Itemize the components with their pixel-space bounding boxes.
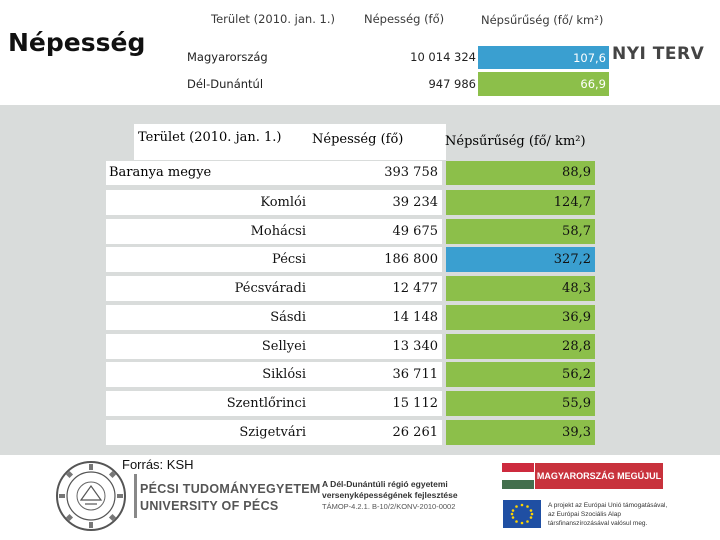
project-title-line1: A Dél-Dunántúli régió egyetemi [322,479,448,489]
banner-megujul: MAGYARORSZÁG MEGÚJUL [535,463,663,489]
district-population: 14 148 [308,305,442,330]
background-logo-text: NYI TERV [612,44,705,64]
district-population: 26 261 [308,420,442,445]
top-region-dd: Dél-Dunántúl [187,77,264,91]
hungarian-flag-icon [502,463,534,489]
district-name: Pécsváradi [106,276,308,301]
district-name: Komlói [106,190,308,215]
top-density-bg-hu [478,46,609,69]
main-header-population: Népesség (fő) [312,132,404,147]
district-density: 58,7 [446,219,595,244]
top-header-density: Népsűrűség (fő/ km²) [481,13,604,27]
district-density: 327,2 [446,247,595,272]
main-header-density: Népsűrűség (fő/ km²) [445,134,586,149]
eu-note-line3: társfinanszírozásával valósul meg. [548,520,648,527]
top-population-dd: 947 986 [428,77,476,91]
district-population: 186 800 [308,247,442,272]
county-density: 88,9 [446,161,595,185]
district-density: 124,7 [446,190,595,215]
district-name: Szentlőrinci [106,391,308,416]
top-density-hu: 107,6 [573,51,606,65]
eu-note-line2: az Európai Szociális Alap [548,511,621,518]
district-density: 36,9 [446,305,595,330]
top-density-bg-dd [478,72,609,96]
slide-title: Népesség [8,28,146,57]
district-density: 56,2 [446,362,595,387]
university-seal-icon [56,461,126,531]
district-name: Szigetvári [106,420,308,445]
university-name-hu: PÉCSI TUDOMÁNYEGYETEM [140,482,321,496]
source-note: Forrás: KSH [122,457,194,472]
district-population: 39 234 [308,190,442,215]
county-name: Baranya megye [109,165,212,180]
county-population: 393 758 [307,161,442,185]
district-density: 39,3 [446,420,595,445]
district-name: Siklósi [106,362,308,387]
district-name: Sásdi [106,305,308,330]
top-region-hu: Magyarország [187,50,268,64]
district-name: Sellyei [106,334,308,359]
eu-note-line1: A projekt az Európai Unió támogatásával, [548,502,668,509]
main-header-box [134,124,446,160]
top-population-hu: 10 014 324 [410,50,476,64]
district-population: 49 675 [308,219,442,244]
district-density: 48,3 [446,276,595,301]
eu-flag-icon [503,500,541,528]
district-population: 13 340 [308,334,442,359]
university-name-en: UNIVERSITY OF PÉCS [140,499,279,513]
top-header-area: Terület (2010. jan. 1.) [211,12,335,26]
district-population: 15 112 [308,391,442,416]
district-name: Mohácsi [106,219,308,244]
top-density-dd: 66,9 [580,77,606,91]
district-population: 12 477 [308,276,442,301]
district-density: 28,8 [446,334,595,359]
footer-divider [134,474,137,518]
main-header-area: Terület (2010. jan. 1.) [138,130,282,145]
district-density: 55,9 [446,391,595,416]
project-title-line2: versenyképességének fejlesztése [322,490,458,500]
district-population: 36 711 [308,362,442,387]
top-header-population: Népesség (fő) [364,12,445,26]
project-code: TÁMOP-4.2.1. B-10/2/KONV-2010-0002 [322,502,456,511]
district-name: Pécsi [106,247,308,272]
